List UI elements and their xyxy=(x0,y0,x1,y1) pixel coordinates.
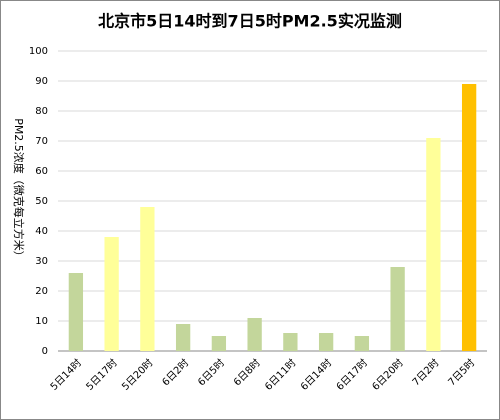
bar xyxy=(140,207,155,351)
y-tick-label: 0 xyxy=(42,346,48,357)
bar xyxy=(426,138,441,351)
y-axis-label: PM2.5浓度（微克每立方米） xyxy=(12,118,26,262)
bar xyxy=(318,333,334,351)
bar xyxy=(283,333,298,351)
y-tick-label: 70 xyxy=(35,136,48,147)
bar xyxy=(390,267,405,351)
y-tick-label: 90 xyxy=(35,76,48,87)
y-tick-label: 30 xyxy=(35,256,48,267)
bar xyxy=(68,273,84,351)
bar xyxy=(461,84,477,351)
bar xyxy=(354,336,370,351)
bar xyxy=(104,237,119,351)
y-tick-label: 100 xyxy=(29,46,48,57)
y-tick-label: 10 xyxy=(35,316,48,327)
y-tick-label: 40 xyxy=(35,226,48,237)
y-tick-label: 80 xyxy=(35,106,48,117)
bar xyxy=(247,318,262,351)
chart-title: 北京市5日14时到7日5时PM2.5实况监测 xyxy=(98,12,402,31)
y-tick-label: 60 xyxy=(35,166,48,177)
y-tick-label: 50 xyxy=(35,196,48,207)
bar xyxy=(211,336,227,351)
bar xyxy=(175,324,191,351)
y-tick-label: 20 xyxy=(35,286,48,297)
